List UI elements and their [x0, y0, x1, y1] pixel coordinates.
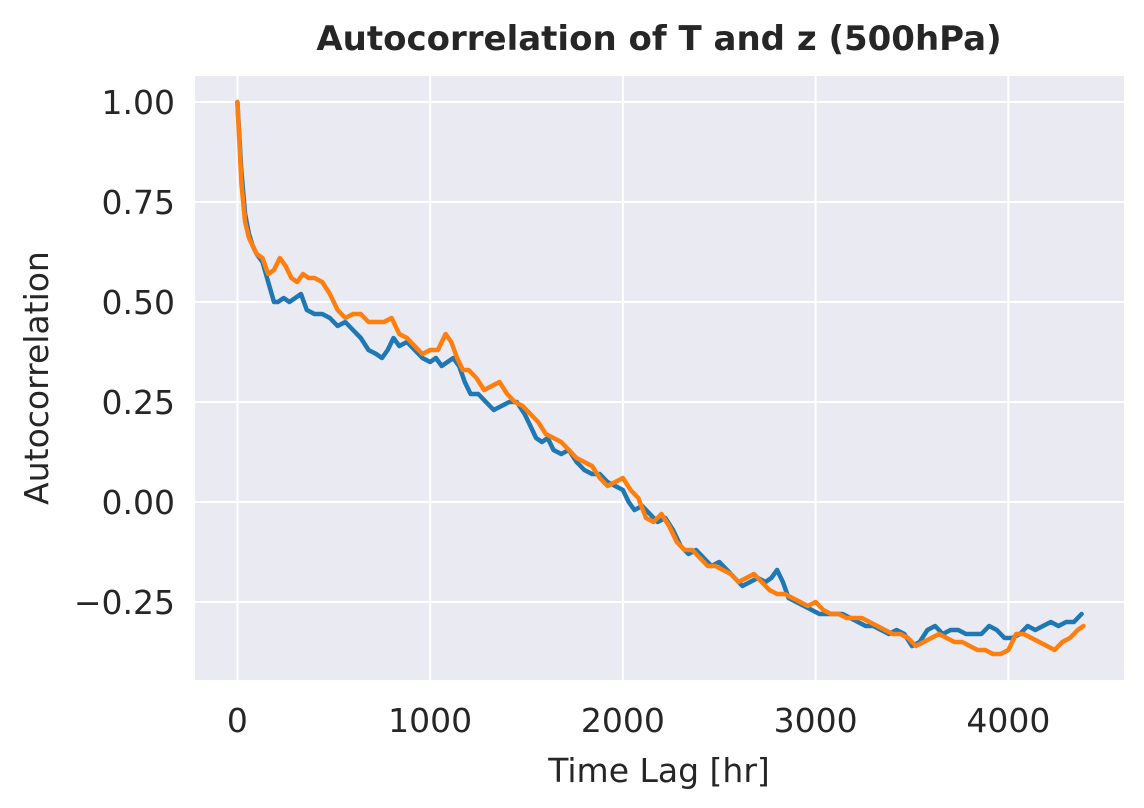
y-tick-labels: −0.25 0.00 0.25 0.50 0.75 1.00	[74, 83, 175, 622]
x-tick-label: 3000	[774, 701, 858, 740]
y-tick-label: 1.00	[102, 83, 175, 122]
y-tick-label: −0.25	[74, 583, 175, 622]
x-tick-labels: 0 1000 2000 3000 4000	[227, 701, 1050, 740]
series-line-2	[235, 99, 1086, 657]
y-tick-label: 0.25	[102, 383, 175, 422]
y-tick-label: 0.00	[102, 483, 175, 522]
chart-title: Autocorrelation of T and z (500hPa)	[316, 19, 1001, 59]
x-axis-label: Time Lag [hr]	[547, 751, 770, 790]
y-axis-label: Autocorrelation	[17, 251, 56, 505]
series-line-1	[235, 99, 1084, 649]
x-tick-label: 4000	[966, 701, 1050, 740]
series-layer	[235, 99, 1086, 657]
y-tick-label: 0.75	[102, 183, 175, 222]
grid	[195, 76, 1124, 680]
x-tick-label: 1000	[388, 701, 472, 740]
plot-area	[195, 76, 1124, 680]
x-tick-label: 0	[227, 701, 248, 740]
y-tick-label: 0.50	[102, 283, 175, 322]
x-tick-label: 2000	[581, 701, 665, 740]
